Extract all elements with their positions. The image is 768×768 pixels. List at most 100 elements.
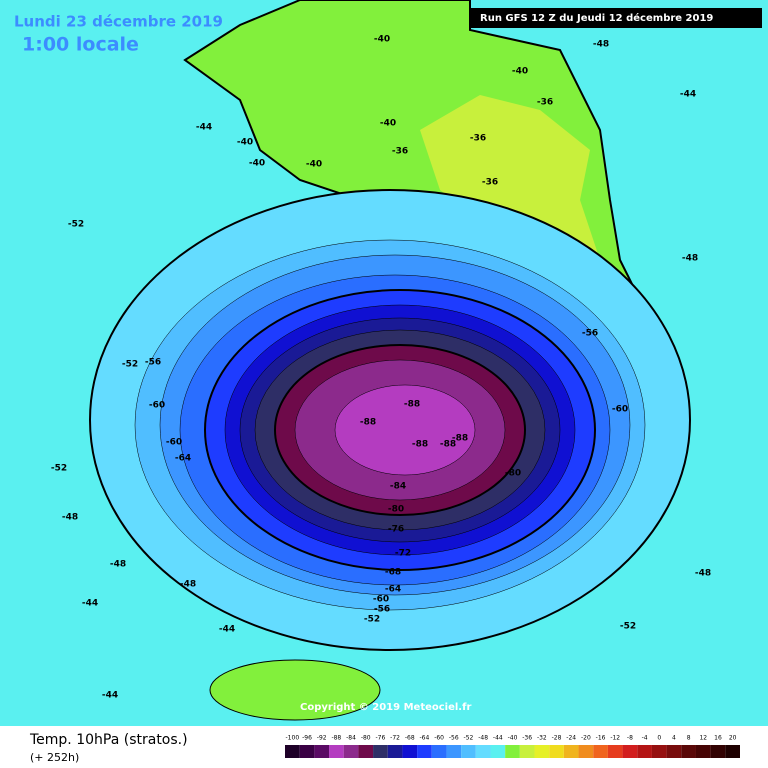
valid-date: Lundi 23 décembre 2019	[14, 13, 223, 31]
scale-swatch	[505, 745, 520, 758]
scale-label: -68	[405, 735, 415, 742]
contour-label: -60	[612, 405, 628, 415]
scale-swatch	[475, 745, 491, 758]
scale-label: -64	[420, 735, 430, 742]
run-info: Run GFS 12 Z du Jeudi 12 décembre 2019	[480, 12, 713, 24]
lead-time: (+ 252h)	[30, 751, 79, 764]
scale-label: -44	[493, 735, 503, 742]
contour-labels: -88-88-88 -88-88-84-80-80-76-72-68-64-60-…	[51, 35, 711, 701]
contour-label: -88	[404, 400, 420, 410]
contour-label: -56	[582, 329, 598, 339]
scale-label: -52	[464, 735, 474, 742]
scale-swatch	[622, 745, 638, 758]
scale-label: -36	[522, 735, 532, 742]
contour-label: -44	[102, 691, 118, 701]
warm-region	[209, 659, 381, 721]
contour-label: -80	[505, 469, 521, 479]
scale-label: -8	[627, 735, 633, 742]
contour-label: -68	[385, 568, 401, 578]
scale-swatch	[578, 745, 594, 758]
scale-label: -28	[552, 735, 562, 742]
scale-swatch	[446, 745, 462, 758]
scale-label: -88	[331, 735, 341, 742]
scale-label: -24	[566, 735, 576, 742]
contour-label: -80	[388, 505, 404, 515]
scale-label: 16	[714, 735, 722, 742]
contour-label: -56	[145, 358, 161, 368]
contour-label: -40	[512, 67, 528, 77]
contour-label: -60	[373, 595, 389, 605]
contour-label: -44	[196, 123, 212, 133]
scale-label: -12	[610, 735, 620, 742]
contour-label: -40	[374, 35, 390, 45]
contour-label: -48	[593, 40, 609, 50]
contour-label: -52	[68, 220, 84, 230]
scale-swatch	[637, 745, 652, 758]
scale-swatch	[402, 745, 418, 758]
contour-label: -52	[51, 464, 67, 474]
scale-swatch	[358, 745, 374, 758]
scale-swatch	[681, 745, 696, 758]
scale-swatch	[651, 745, 667, 758]
scale-label: -40	[508, 735, 518, 742]
contour-label: -44	[82, 599, 98, 609]
scale-swatch	[387, 745, 403, 758]
scale-swatch	[285, 745, 300, 758]
scale-swatch	[725, 745, 740, 758]
warm-core	[420, 95, 600, 260]
copyright: Copyright © 2019 Meteociel.fr	[300, 702, 471, 713]
contour-label: -36	[482, 178, 498, 188]
run-box	[470, 8, 762, 28]
scale-label: 0	[657, 735, 661, 742]
contour-label: -36	[392, 147, 408, 157]
scale-label: 20	[729, 735, 737, 742]
scale-swatch	[695, 745, 711, 758]
scale-label: 8	[687, 735, 691, 742]
scale-swatch	[490, 745, 506, 758]
scale-swatch	[314, 745, 330, 758]
contour-label: -88	[452, 434, 468, 444]
contour-label: -48	[62, 513, 78, 523]
contour-label: -36	[470, 134, 486, 144]
footer-title: Temp. 10hPa (stratos.)	[29, 732, 188, 748]
scale-label: -100	[286, 735, 300, 742]
contour-label: -40	[380, 119, 396, 129]
temperature-band	[334, 384, 476, 476]
contour-label: -88	[360, 418, 376, 428]
contour-label: -84	[390, 482, 406, 492]
scale-label: -92	[317, 735, 327, 742]
scale-swatch	[593, 745, 608, 758]
contour-label: -40	[249, 159, 265, 169]
contour-label: -88	[412, 440, 428, 450]
contour-label: -88	[440, 440, 456, 450]
scale-label: -76	[375, 735, 385, 742]
contour-label: -64	[175, 454, 191, 464]
scale-swatch	[329, 745, 344, 758]
contour-label: -76	[388, 525, 404, 535]
contour-label: -52	[364, 615, 380, 625]
scale-label: -20	[581, 735, 591, 742]
contour-label: -36	[537, 98, 553, 108]
contour-label: -44	[219, 625, 235, 635]
scale-label: -56	[449, 735, 459, 742]
scale-label: -96	[302, 735, 312, 742]
scale-swatch	[299, 745, 315, 758]
contour-label: -44	[680, 90, 696, 100]
local-time: 1:00 locale	[22, 34, 139, 56]
contour-label: -48	[110, 560, 126, 570]
scale-label: -84	[346, 735, 356, 742]
temperature-field	[0, 0, 768, 726]
scale-swatch	[417, 745, 432, 758]
color-scale: -100 -96 -92 -88 -84 -80 -76 -72 -68 -64 -60 -56 -52…	[285, 735, 740, 758]
contour-label: -52	[620, 622, 636, 632]
scale-label: -4	[642, 735, 648, 742]
scale-label: -48	[478, 735, 488, 742]
scale-swatch	[373, 745, 388, 758]
scale-swatch	[534, 745, 550, 758]
scale-label: -72	[390, 735, 400, 742]
contour-label: -48	[180, 580, 196, 590]
scale-swatch	[710, 745, 726, 758]
scale-swatch	[431, 745, 447, 758]
scale-swatch	[519, 745, 535, 758]
contour-label: -72	[395, 549, 411, 559]
